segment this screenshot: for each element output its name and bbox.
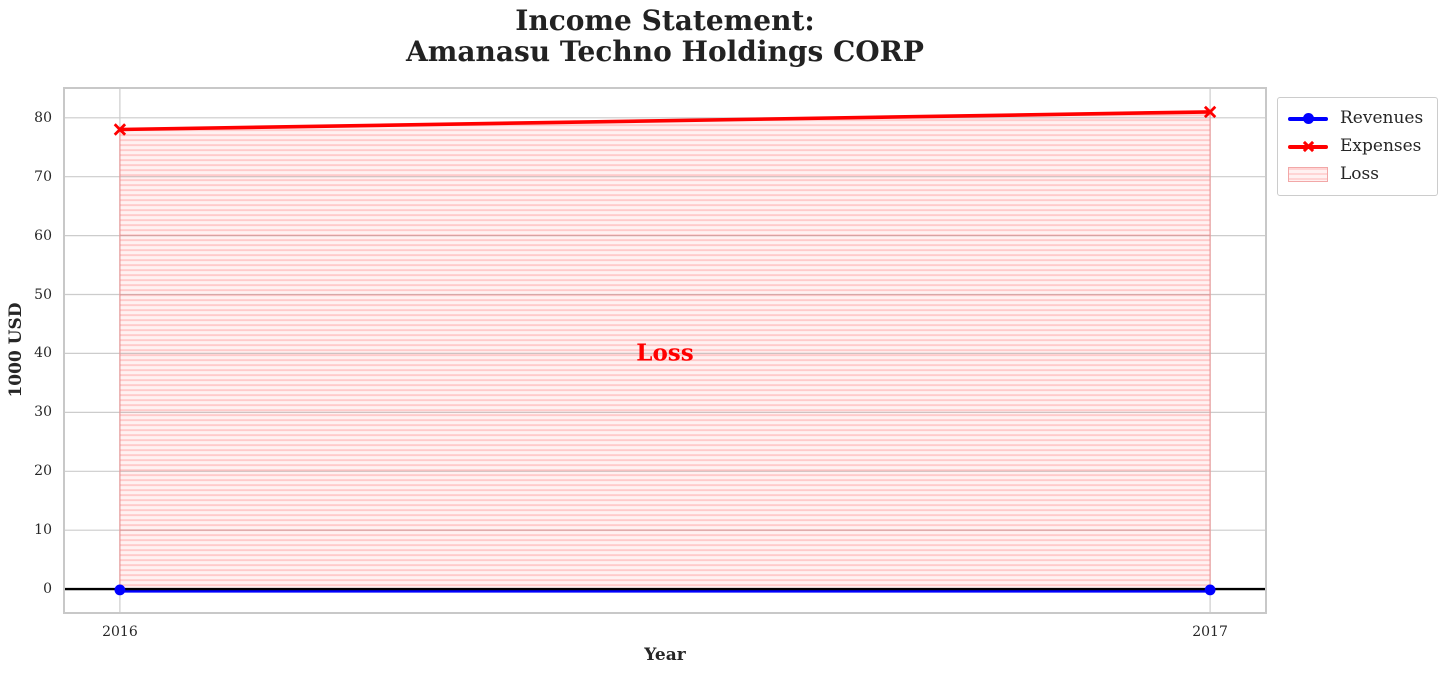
plot-area: Loss — [64, 88, 1266, 613]
loss-annotation: Loss — [636, 339, 694, 367]
expenses-swatch — [1288, 138, 1328, 155]
loss-patch-icon — [1288, 167, 1328, 182]
chart-title: Income Statement: Amanasu Techno Holding… — [64, 5, 1266, 67]
circle-marker-icon — [1302, 113, 1314, 124]
y-tick-label: 30 — [34, 404, 52, 421]
revenues-swatch — [1288, 110, 1328, 127]
legend-item-revenues: Revenues — [1288, 108, 1423, 129]
chart-title-line-2: Amanasu Techno Holdings CORP — [406, 35, 924, 68]
legend-item-loss: Loss — [1288, 164, 1423, 185]
y-tick-label: 40 — [34, 345, 52, 362]
legend-label-expenses: Expenses — [1340, 136, 1422, 156]
legend: Revenues Expenses Loss — [1277, 97, 1439, 196]
legend-label-revenues: Revenues — [1340, 108, 1424, 128]
x-axis-label: Year — [644, 645, 686, 665]
y-tick-label: 10 — [34, 522, 52, 539]
y-tick-label: 50 — [34, 286, 52, 303]
y-tick-label: 80 — [34, 109, 52, 126]
y-tick-label: 20 — [34, 463, 52, 480]
x-tick-label: 2017 — [1192, 624, 1228, 640]
y-tick-label: 70 — [34, 168, 52, 185]
chart-title-line-1: Income Statement: — [515, 4, 815, 37]
y-tick-label: 60 — [34, 227, 52, 244]
y-tick-label: 0 — [43, 581, 52, 598]
legend-item-expenses: Expenses — [1288, 136, 1423, 157]
chart-svg — [64, 88, 1266, 613]
legend-label-loss: Loss — [1340, 164, 1379, 184]
x-tick-label: 2016 — [102, 624, 138, 640]
